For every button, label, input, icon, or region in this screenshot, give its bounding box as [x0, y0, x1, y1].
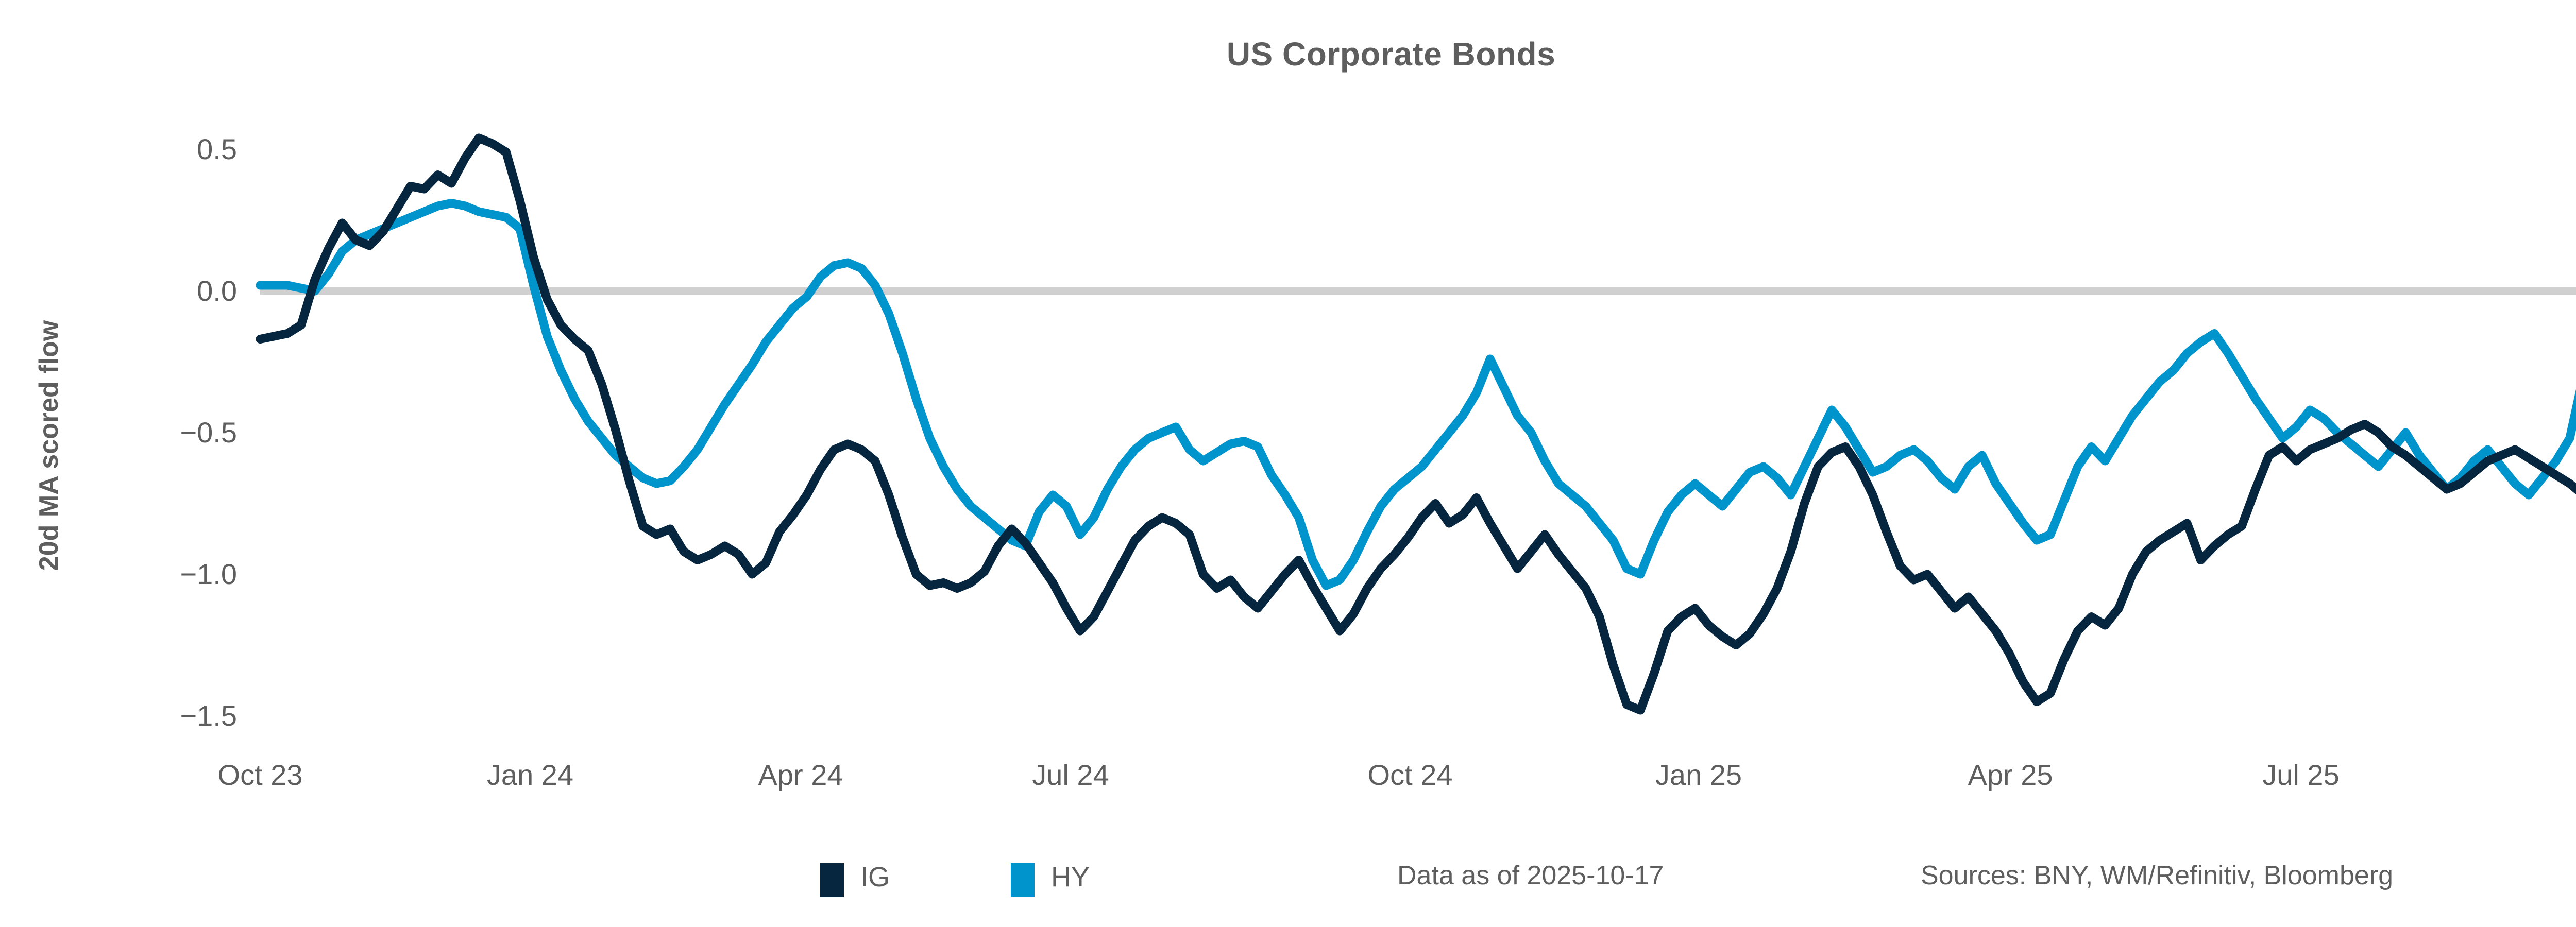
x-tick-label: Oct 23: [217, 759, 303, 791]
legend-swatch-hy: [1011, 863, 1035, 897]
x-tick-label: Apr 25: [1968, 759, 2053, 791]
y-tick-label: 0.0: [197, 274, 237, 307]
data-as-of-text: Data as of 2025-10-17: [1397, 861, 1664, 890]
sources-text: Sources: BNY, WM/Refinitiv, Bloomberg: [1921, 861, 2394, 890]
series-line-ig: [256, 133, 2576, 715]
x-tick-label: Jul 25: [2262, 759, 2340, 791]
legend-label-ig: IG: [860, 862, 890, 892]
legend-swatch-ig: [820, 863, 844, 897]
x-tick-label: Oct 24: [1367, 759, 1453, 791]
x-tick-label: Jul 24: [1032, 759, 1109, 791]
legend-label-hy: HY: [1051, 862, 1090, 892]
page-title: US Corporate Bonds: [1226, 36, 1556, 73]
y-axis-ticks: 0.5 0.0 −0.5 −1.0 −1.5: [62, 0, 237, 927]
x-tick-label: Jan 25: [1655, 759, 1742, 791]
y-tick-label: −1.0: [180, 558, 237, 590]
y-tick-label: −0.5: [180, 416, 237, 449]
x-tick-label: Jan 24: [486, 759, 574, 791]
series-line-hy: [256, 199, 2576, 590]
y-tick-label: 0.5: [197, 133, 237, 165]
y-tick-label: −1.5: [180, 699, 237, 732]
x-tick-label: Apr 24: [758, 759, 843, 791]
